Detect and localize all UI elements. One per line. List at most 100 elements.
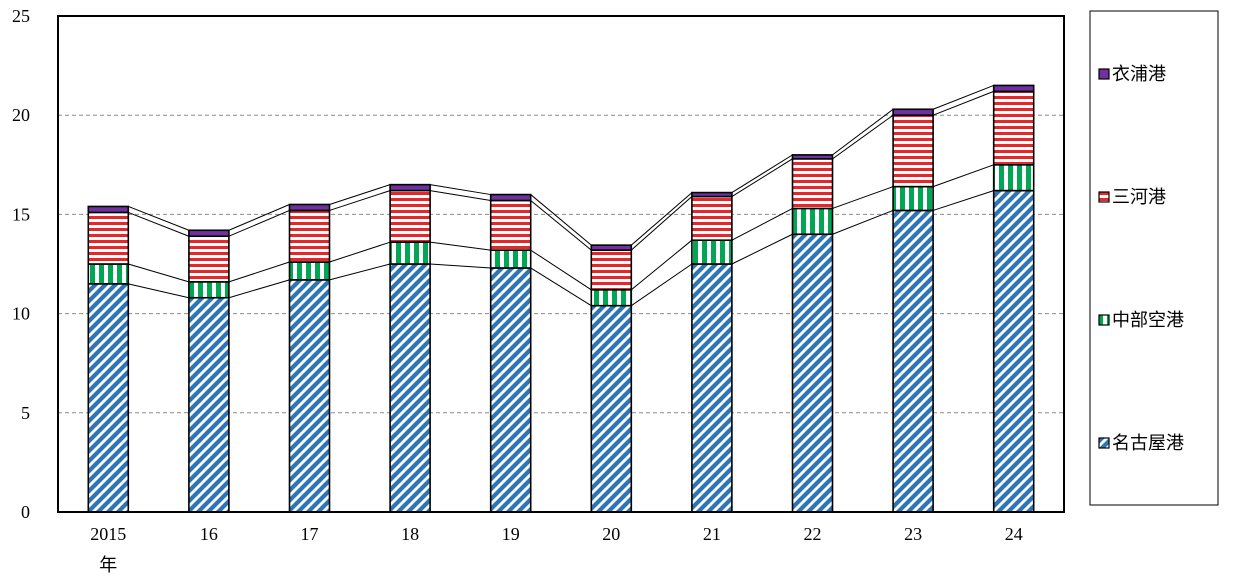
bar-segment bbox=[188, 229, 230, 238]
bar-segment bbox=[791, 158, 834, 210]
series-connector-lines bbox=[128, 84, 994, 307]
series-connector-line bbox=[731, 154, 793, 194]
bar-segment bbox=[992, 164, 1035, 192]
legend-label: 衣浦港 bbox=[1112, 64, 1166, 85]
bar-segment bbox=[288, 261, 331, 281]
y-tick-label: 25 bbox=[12, 6, 30, 26]
series-connector-line bbox=[530, 200, 592, 251]
x-tick-label: 20 bbox=[602, 524, 620, 544]
bars bbox=[87, 84, 1035, 513]
bar-segment bbox=[791, 207, 834, 236]
bar-segment bbox=[892, 209, 934, 513]
y-tick-label: 15 bbox=[12, 204, 30, 224]
bar-segment bbox=[691, 191, 733, 198]
x-tick-label: 22 bbox=[804, 524, 822, 544]
bar-segment bbox=[489, 249, 532, 269]
series-connector-line bbox=[832, 114, 894, 160]
x-tick-label: 24 bbox=[1005, 524, 1023, 544]
series-connector-line bbox=[530, 267, 592, 307]
bar-segment bbox=[188, 235, 230, 283]
legend-label: 三河港 bbox=[1112, 187, 1166, 208]
bar-segment bbox=[288, 279, 331, 513]
bar-segment bbox=[791, 233, 834, 513]
x-tick-label: 16 bbox=[200, 524, 218, 544]
bar-segment bbox=[691, 239, 733, 265]
plot-area-frame bbox=[57, 15, 1065, 513]
bar-segment bbox=[489, 199, 532, 251]
series-connector-line bbox=[932, 84, 994, 110]
bar-segment bbox=[389, 263, 431, 513]
x-tick-label: 18 bbox=[401, 524, 419, 544]
x-tick-label: 23 bbox=[904, 524, 922, 544]
bar-segment bbox=[87, 211, 130, 265]
y-tick-label: 20 bbox=[12, 105, 30, 125]
y-tick-label: 10 bbox=[12, 304, 30, 324]
x-tick-label: 21 bbox=[703, 524, 721, 544]
series-connector-line bbox=[430, 241, 491, 251]
bar-segment bbox=[389, 189, 431, 243]
series-connector-line bbox=[530, 249, 592, 291]
series-connector-line bbox=[228, 209, 290, 237]
series-connector-line bbox=[329, 263, 391, 281]
series-connector-line bbox=[430, 190, 491, 202]
legend-swatch bbox=[1098, 437, 1110, 449]
series-connector-line bbox=[832, 108, 894, 156]
bar-segment bbox=[590, 244, 633, 251]
series-connector-line bbox=[128, 283, 190, 299]
bar-segment bbox=[791, 154, 834, 160]
bar-segment bbox=[288, 203, 331, 212]
bar-segment bbox=[691, 263, 733, 513]
series-connector-line bbox=[128, 211, 190, 237]
bar-segment bbox=[691, 195, 733, 241]
x-tick-label: 2015 bbox=[90, 524, 126, 544]
series-connector-line bbox=[631, 263, 693, 307]
series-connector-line bbox=[630, 196, 693, 251]
series-connector-line bbox=[128, 205, 190, 231]
bar-segment bbox=[892, 108, 934, 117]
bar-segment bbox=[590, 304, 633, 513]
bar-segment bbox=[892, 185, 934, 212]
series-connector-line bbox=[430, 184, 491, 196]
x-tick-label: 17 bbox=[301, 524, 319, 544]
series-connector-line bbox=[832, 186, 894, 209]
bar-segment bbox=[288, 209, 331, 263]
series-connector-line bbox=[329, 190, 391, 211]
series-connector-line bbox=[932, 190, 994, 211]
legend-swatch bbox=[1098, 314, 1110, 326]
bar-segment bbox=[590, 249, 633, 291]
series-connector-line bbox=[430, 263, 491, 269]
bar-segment bbox=[188, 296, 230, 513]
bar-segment bbox=[87, 263, 130, 285]
series-connector-line bbox=[932, 90, 994, 116]
y-tick-label: 0 bbox=[21, 502, 30, 522]
series-connector-line bbox=[731, 233, 793, 265]
series-connector-line bbox=[630, 239, 693, 291]
series-connector-line bbox=[329, 184, 391, 205]
series-connector-line bbox=[228, 261, 290, 283]
series-connector-line bbox=[228, 204, 290, 231]
legend-label: 名古屋港 bbox=[1112, 433, 1184, 454]
bar-segment bbox=[389, 183, 431, 192]
series-connector-line bbox=[932, 164, 994, 188]
bar-segment bbox=[992, 90, 1035, 166]
y-tick-label: 5 bbox=[21, 403, 30, 423]
legend-box bbox=[1089, 10, 1219, 506]
bar-segment bbox=[489, 267, 532, 513]
x-tick-label: 19 bbox=[502, 524, 520, 544]
bar-segment bbox=[87, 283, 130, 513]
bar-segment bbox=[389, 241, 431, 265]
bar-segment bbox=[992, 84, 1035, 93]
series-connector-line bbox=[630, 192, 693, 246]
bar-segment bbox=[188, 281, 230, 299]
series-connector-line bbox=[731, 208, 793, 241]
bar-segment bbox=[590, 288, 633, 307]
bar-segment bbox=[489, 193, 532, 202]
legend-swatch bbox=[1098, 191, 1110, 203]
bar-segment bbox=[87, 205, 130, 214]
series-connector-line bbox=[329, 241, 391, 263]
bar-segment bbox=[992, 189, 1035, 513]
axes: 0 5 10 15 20 25 2015 16 17 18 19 20 21 22 23 24 年 bbox=[12, 6, 1023, 576]
legend-label: 中部空港 bbox=[1112, 310, 1184, 331]
